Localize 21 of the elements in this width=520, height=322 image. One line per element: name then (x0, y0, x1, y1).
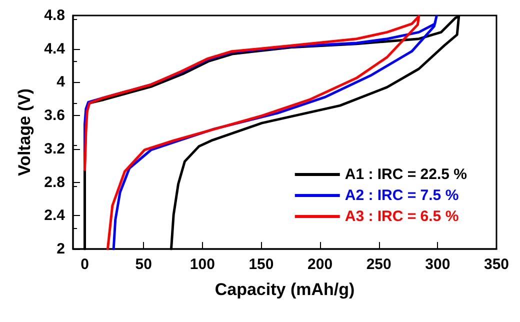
y-tick-label: 4 (56, 74, 66, 91)
x-tick-label: 150 (248, 256, 274, 273)
x-tick-label: 0 (80, 256, 89, 273)
legend-label: A1 : IRC = 22.5 % (344, 166, 468, 183)
y-tick-label: 3.2 (44, 140, 65, 158)
y-tick-label: 4.4 (44, 40, 66, 58)
legend-label: A2 : IRC = 7.5 % (344, 187, 459, 204)
y-tick-label: 4.8 (44, 7, 65, 24)
x-tick-label: 300 (425, 256, 450, 273)
x-tick-label: 100 (190, 256, 215, 273)
y-axis-title: Voltage (V) (15, 88, 34, 176)
y-tick-label: 2.4 (44, 207, 66, 224)
y-tick-label: 3.6 (44, 107, 65, 124)
y-tick-label: 2.8 (44, 174, 65, 191)
x-tick-label: 250 (366, 256, 392, 273)
y-tick-label: 2 (56, 240, 65, 258)
legend-label: A3 : IRC = 6.5 % (344, 208, 459, 225)
x-tick-label: 50 (135, 256, 152, 273)
x-tick-label: 200 (308, 256, 333, 273)
x-axis-title: Capacity (mAh/g) (214, 280, 355, 299)
x-tick-label: 350 (484, 256, 509, 273)
